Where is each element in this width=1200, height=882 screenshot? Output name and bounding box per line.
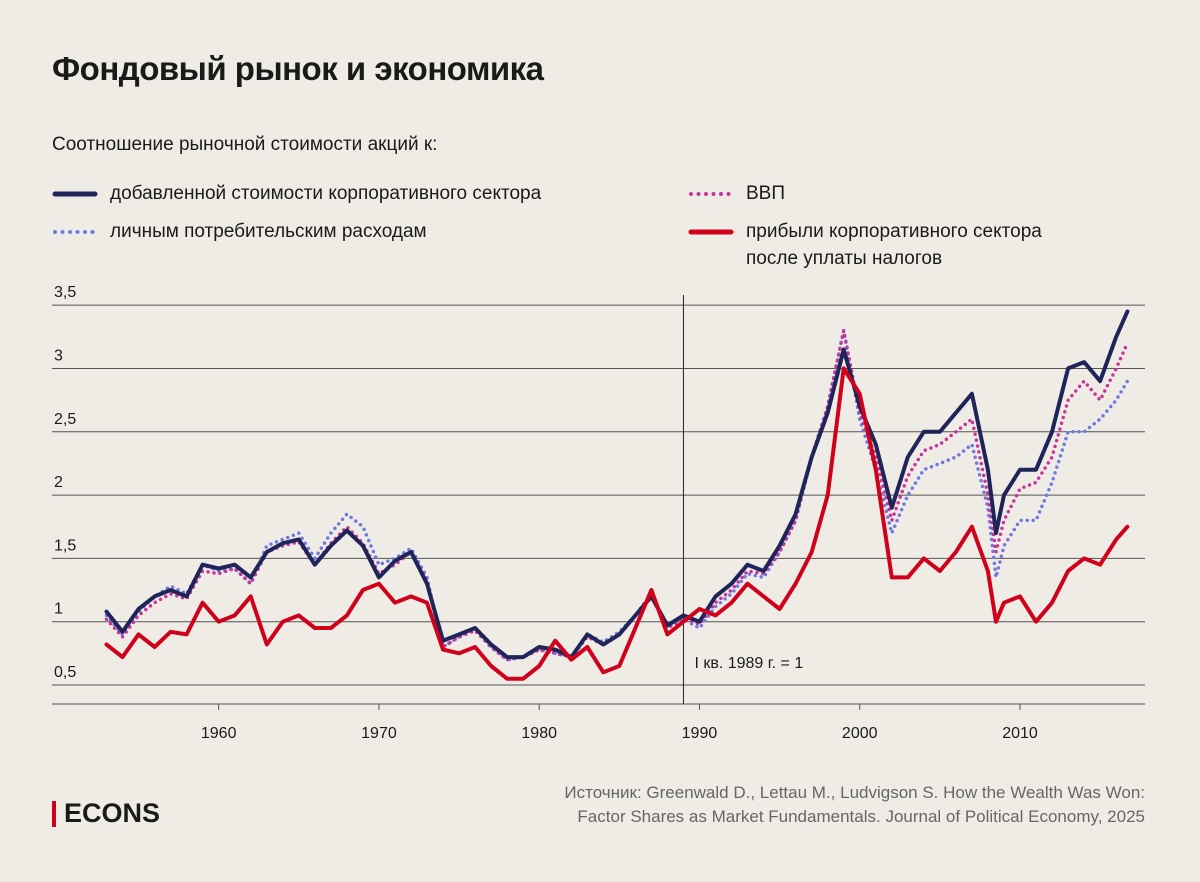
x-tick-label: 1960 <box>201 725 237 742</box>
y-tick-label: 1,5 <box>54 537 76 554</box>
chart-subtitle: Соотношение рыночной стоимости акций к: <box>52 134 438 155</box>
x-tick-label: 1980 <box>521 725 557 742</box>
y-tick-label: 3 <box>54 347 63 364</box>
legend-swatch <box>689 192 733 196</box>
legend-label: личным потребительским расходам <box>110 221 427 242</box>
legend-swatch <box>688 229 734 235</box>
chart: 0,5 1 1,5 2 2,5 3 3,5 1960 1970 1980 1990 2000 2010 I… <box>52 284 1145 742</box>
series-line <box>104 309 1130 660</box>
annotation: I кв. 1989 г. = 1 <box>694 655 803 672</box>
legend-label: ВВП <box>746 183 786 204</box>
chart-title: Фондовый рынок и экономика <box>52 50 544 87</box>
legend-swatch <box>52 191 98 197</box>
y-tick-label: 0,5 <box>54 664 76 681</box>
legend-item: ВВП <box>688 180 1091 207</box>
brand-bar <box>52 800 56 827</box>
legend-label: добавленной стоимости корпоративного сек… <box>110 183 542 204</box>
source-line: Источник: Greenwald D., Lettau M., Ludvi… <box>564 783 1145 802</box>
brand-text: ECONS <box>64 798 161 828</box>
legend-item: добавленной стоимости корпоративного сек… <box>52 180 541 207</box>
x-tick-label: 2010 <box>1002 725 1038 742</box>
legend-item: личным потребительским расходам <box>52 218 427 245</box>
brand: ECONS <box>52 798 160 829</box>
y-tick-label: 2,5 <box>54 411 76 428</box>
x-tick-label: 1990 <box>682 725 718 742</box>
legend-item: прибыли корпоративного сектора после упл… <box>688 218 1091 272</box>
y-tick-label: 2 <box>54 474 63 491</box>
series-line <box>104 366 1130 681</box>
legend-label: прибыли корпоративного сектора после упл… <box>746 221 1042 269</box>
source-line: Factor Shares as Market Fundamentals. Jo… <box>577 807 1145 826</box>
y-tick-label: 3,5 <box>54 284 76 301</box>
x-tick-label: 2000 <box>842 725 878 742</box>
x-tick-label: 1970 <box>361 725 397 742</box>
legend-swatch <box>53 230 97 234</box>
y-tick-label: 1 <box>54 601 63 618</box>
